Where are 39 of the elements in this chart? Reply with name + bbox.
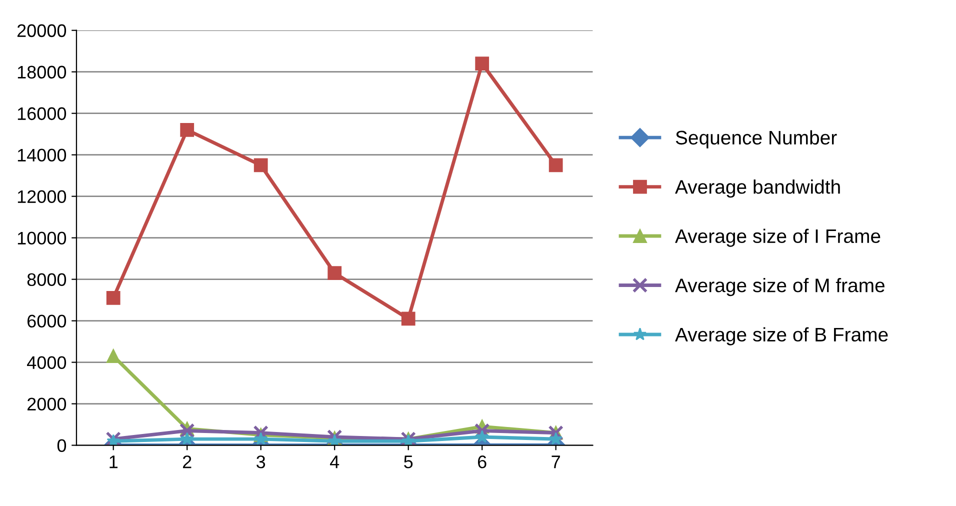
y-tick-label: 4000 bbox=[27, 356, 66, 370]
point bbox=[106, 434, 120, 446]
y-tick-label: 8000 bbox=[27, 273, 66, 286]
x-tick-label: 7 bbox=[552, 456, 560, 468]
point bbox=[328, 266, 342, 280]
y-tick-label: 20000 bbox=[17, 24, 66, 38]
legend-label: Sequence Number bbox=[676, 130, 837, 148]
x-tick-label: 3 bbox=[256, 455, 266, 468]
y-tick-label: 0 bbox=[57, 439, 66, 452]
point bbox=[180, 122, 194, 137]
point bbox=[106, 431, 121, 446]
point bbox=[549, 432, 562, 445]
point bbox=[106, 291, 120, 305]
x-tick-label: 6 bbox=[478, 455, 486, 468]
point bbox=[180, 432, 194, 445]
legend-label: Average size of I Frame bbox=[675, 228, 880, 247]
point bbox=[254, 158, 268, 172]
point bbox=[179, 423, 195, 438]
y-tick-label: 16000 bbox=[18, 107, 66, 120]
x-tick-label: 1 bbox=[110, 456, 118, 468]
y-tick-label: 12000 bbox=[18, 190, 66, 204]
point bbox=[548, 158, 563, 172]
legend-label: Average bandwidth bbox=[675, 180, 840, 198]
x-tick-label: 4 bbox=[330, 456, 340, 468]
y-tick-label: 14000 bbox=[18, 148, 66, 162]
y-tick-label: 6000 bbox=[28, 314, 66, 328]
legend-label: Average size of B Frame bbox=[675, 327, 888, 346]
point bbox=[401, 312, 416, 326]
point bbox=[475, 56, 490, 70]
point bbox=[475, 430, 489, 443]
point bbox=[328, 434, 342, 446]
x-tick-label: 5 bbox=[404, 456, 413, 468]
point bbox=[254, 432, 268, 445]
x-tick-label: 2 bbox=[182, 455, 192, 468]
y-tick-label: 2000 bbox=[28, 398, 66, 411]
point bbox=[106, 349, 120, 364]
y-tick-label: 18000 bbox=[18, 66, 66, 79]
legend-label: Average size of M frame bbox=[675, 278, 885, 296]
y-tick-label: 10000 bbox=[18, 232, 66, 245]
